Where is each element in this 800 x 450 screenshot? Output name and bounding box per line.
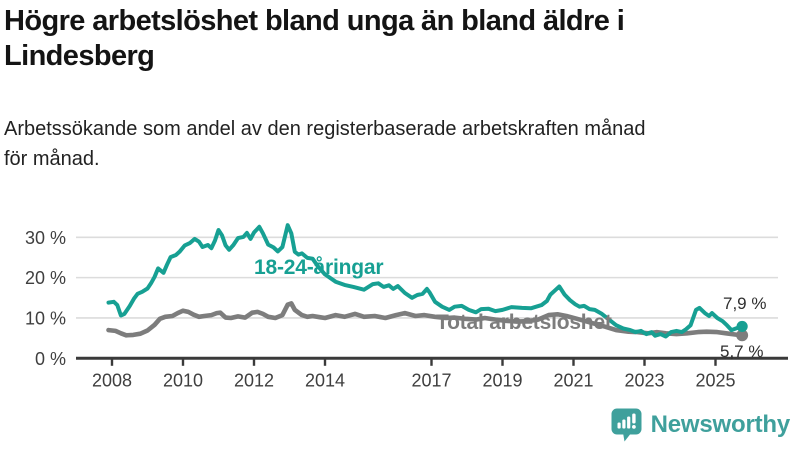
newsworthy-logo-text: Newsworthy bbox=[650, 411, 791, 438]
chart-subtitle: Arbetssökande som andel av den registerb… bbox=[4, 114, 796, 174]
x-tick-label-2019: 2019 bbox=[482, 370, 522, 390]
line-chart: 0 % 10 % 20 % 30 % 2008 2010 2012 2014 2017 2019 2… bbox=[0, 190, 800, 402]
chart-subtitle-line-1: Arbetssökande som andel av den registerb… bbox=[4, 118, 646, 140]
bar-chart-speech-bubble-icon bbox=[611, 408, 642, 442]
x-tick-label-2017: 2017 bbox=[411, 370, 451, 390]
x-tick-label-2021: 2021 bbox=[553, 370, 593, 390]
x-tick-label-2010: 2010 bbox=[163, 370, 203, 390]
newsworthy-branding: Newsworthy bbox=[611, 408, 790, 442]
x-tick-label-2008: 2008 bbox=[92, 370, 132, 390]
y-tick-label-20: 20 % bbox=[25, 268, 66, 288]
x-tick-label-2023: 2023 bbox=[624, 370, 664, 390]
page-title-line-2: Lindesberg bbox=[4, 39, 155, 72]
series-line-youth bbox=[106, 223, 745, 339]
series-line-total bbox=[106, 301, 745, 338]
y-tick-label-10: 10 % bbox=[25, 308, 66, 328]
chart-canvas: 0 % 10 % 20 % 30 % 2008 2010 2012 2014 2017 2019 2… bbox=[25, 223, 788, 390]
series-end-dot-total bbox=[736, 329, 749, 342]
x-tick-label-2014: 2014 bbox=[305, 370, 345, 390]
series-end-dot-youth bbox=[736, 320, 748, 333]
x-tick-label-2025: 2025 bbox=[695, 370, 735, 390]
y-tick-label-0: 0 % bbox=[35, 349, 66, 369]
page-title: Högre arbetslöshet bland unga än bland ä… bbox=[4, 4, 796, 74]
x-tick-label-2012: 2012 bbox=[234, 370, 274, 390]
chart-subtitle-line-2: för månad. bbox=[4, 148, 100, 170]
end-value-label-youth: 7,9 % bbox=[723, 294, 767, 313]
end-value-label-total: 5,7 % bbox=[720, 342, 764, 361]
page-title-line-1: Högre arbetslöshet bland unga än bland ä… bbox=[4, 5, 625, 37]
y-tick-label-30: 30 % bbox=[25, 228, 66, 248]
series-label-youth: 18-24-åringar bbox=[254, 256, 384, 279]
series-label-total: Total arbetslöshet bbox=[436, 311, 612, 334]
